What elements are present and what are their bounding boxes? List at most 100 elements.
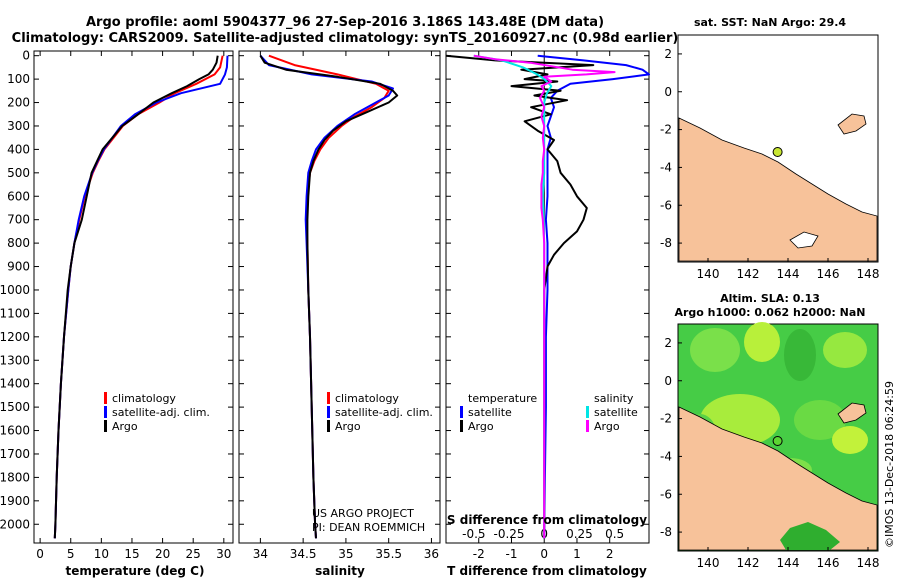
depth-tick-label: 900 (7, 260, 30, 274)
salinity-legend: climatology satellite-adj. clim. Argo (327, 392, 433, 433)
map-lat-label: -6 (660, 198, 672, 212)
legend-salinity-title: salinity (594, 392, 634, 405)
depth-axis-ticks: 0 100 200 300 400 500 600 700 800 900 1000 1100 1200… (0, 49, 233, 531)
sst-map-title: sat. SST: NaN Argo: 29.4 (694, 16, 846, 29)
legend-t-satellite: satellite (468, 406, 512, 419)
map-lon-label: 144 (777, 556, 800, 570)
difference-xlabel: T difference from climatology (447, 564, 647, 578)
map-lon-label: 140 (697, 556, 720, 570)
sla-patch (784, 329, 816, 381)
x-tick-label: 25 (186, 547, 201, 561)
depth-tick-label: 1400 (0, 377, 30, 391)
sst-land (678, 117, 878, 262)
series-temperature-satellite (537, 54, 650, 539)
map-lat-label: -4 (660, 160, 672, 174)
sla-patch (690, 328, 740, 372)
legend-swatch-argo (104, 420, 107, 432)
salinity-difference-tick-label: 0.5 (605, 527, 624, 541)
temperature-profiles (53, 55, 229, 539)
map-lat-label: -2 (660, 412, 672, 426)
x-tick-label: 0 (540, 547, 548, 561)
temperature-frame (33, 50, 234, 544)
x-tick-label: 35.5 (375, 547, 402, 561)
depth-tick-label: 1900 (0, 494, 30, 508)
difference-legend: temperature satellite Argo salinity sate… (460, 392, 638, 433)
argo-location-marker (772, 436, 783, 446)
depth-tick-label: 1100 (0, 306, 30, 320)
legend-swatch-satellite (327, 406, 330, 418)
sla-map-title-line1: Altim. SLA: 0.13 (720, 292, 820, 305)
title-line1: Argo profile: aoml 5904377_96 27-Sep-201… (86, 15, 604, 30)
x-tick-label: 10 (94, 547, 109, 561)
sla-new-britain-island (837, 402, 867, 424)
legend-swatch-t-satellite (460, 406, 463, 418)
map-lon-label: 146 (817, 556, 840, 570)
depth-tick-label: 1200 (0, 330, 30, 344)
legend-swatch-t-argo (460, 420, 463, 432)
depth-tick-label: 2000 (0, 517, 30, 531)
difference-profiles (445, 54, 650, 539)
map-lon-label: 140 (697, 267, 720, 281)
map-lat-label: 0 (664, 374, 672, 388)
sla-map-ticks: 140 142 144 146 148 2 0 -2 -4 -6 -8 (660, 336, 879, 570)
pi-annotation: PI: DEAN ROEMMICH (312, 521, 425, 534)
temperature-axis-ticks: 0 5 10 15 20 25 30 (36, 51, 231, 561)
depth-tick-label: 1800 (0, 470, 30, 484)
x-tick-label: 35 (338, 547, 353, 561)
title-line2: Climatology: CARS2009. Satellite-adjuste… (12, 31, 679, 46)
map-lon-label: 142 (737, 267, 760, 281)
series-argo (259, 55, 399, 539)
x-tick-label: 20 (155, 547, 170, 561)
x-tick-label: -1 (505, 547, 517, 561)
temperature-xlabel: temperature (deg C) (66, 564, 205, 578)
x-tick-label: 0 (36, 547, 44, 561)
sla-land-sea-patch (780, 522, 840, 550)
depth-tick-label: 100 (7, 72, 30, 86)
salinity-frame (238, 50, 441, 544)
depth-tick-label: 600 (7, 189, 30, 203)
legend-argo: Argo (335, 420, 361, 433)
sst-map-panel: sat. SST: NaN Argo: 29.4 140 142 144 146 148… (660, 16, 879, 281)
salinity-difference-tick-label: 0.25 (566, 527, 593, 541)
argo-location-marker (772, 147, 783, 157)
x-tick-label: 34 (253, 547, 268, 561)
depth-tick-label: 500 (7, 166, 30, 180)
sst-inlet (789, 231, 819, 249)
difference-depth-ticks (446, 55, 649, 525)
legend-climatology: climatology (335, 392, 399, 405)
legend-swatch-argo (327, 420, 330, 432)
depth-tick-label: 400 (7, 142, 30, 156)
map-lat-label: -4 (660, 449, 672, 463)
difference-toplabel: S difference from climatology (447, 513, 647, 527)
sla-patch (832, 426, 868, 454)
depth-tick-label: 1500 (0, 400, 30, 414)
temperature-legend: climatology satellite-adj. clim. Argo (104, 392, 210, 433)
legend-swatch-s-argo (586, 420, 589, 432)
sst-new-britain-island (837, 113, 867, 135)
salinity-difference-tick-label: -0.25 (493, 527, 524, 541)
x-tick-label: 30 (216, 547, 231, 561)
depth-tick-label: 800 (7, 236, 30, 250)
map-lon-label: 148 (857, 556, 880, 570)
map-lat-label: 2 (664, 336, 672, 350)
sla-map-panel: Altim. SLA: 0.13 Argo h1000: 0.062 h2000… (660, 292, 879, 570)
sst-map-ticks: 140 142 144 146 148 2 0 -2 -4 -6 -8 (660, 47, 879, 281)
map-lat-label: -2 (660, 123, 672, 137)
map-lat-label: -8 (660, 525, 672, 539)
legend-climatology: climatology (112, 392, 176, 405)
salinity-xlabel: salinity (315, 564, 365, 578)
x-tick-label: 34.5 (290, 547, 317, 561)
sla-patch (744, 322, 780, 362)
depth-tick-label: 1600 (0, 424, 30, 438)
depth-tick-label: 300 (7, 119, 30, 133)
depth-tick-label: 1700 (0, 447, 30, 461)
map-lat-label: 2 (664, 47, 672, 61)
legend-satellite: satellite-adj. clim. (335, 406, 433, 419)
legend-swatch-s-satellite (586, 406, 589, 418)
sla-patch (823, 332, 867, 368)
legend-s-argo: Argo (594, 420, 620, 433)
salinity-panel: 34 34.5 35 35.5 36 salinity climatology sate… (238, 50, 441, 578)
depth-tick-label: 1300 (0, 353, 30, 367)
